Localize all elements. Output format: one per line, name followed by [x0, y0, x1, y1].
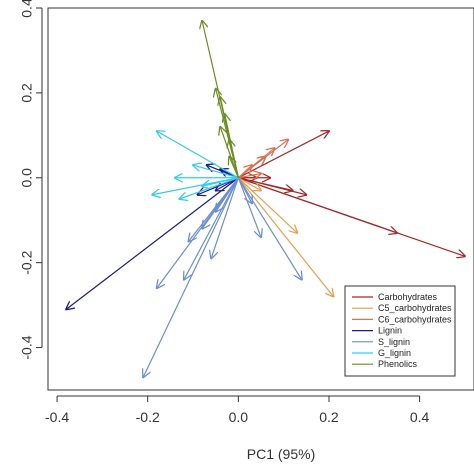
arrow-g-lignin	[193, 165, 239, 179]
arrow-phenolics	[229, 157, 239, 179]
y-tick-label: 0.4	[19, 0, 35, 18]
arrow-lignin	[66, 177, 239, 310]
y-tick-label: -0.2	[19, 250, 35, 274]
arrow-c6-carbohydrates	[237, 165, 252, 179]
arrow-s-lignin	[216, 177, 239, 212]
arrow-c5-carbohydrates	[238, 177, 261, 191]
y-axis: -0.4 -0.2 0.0 0.2 0.4	[19, 0, 43, 360]
x-axis: -0.4 -0.2 0.0 0.2 0.4	[45, 395, 430, 425]
arrow-s-lignin	[237, 177, 252, 203]
series-c5-carbohydrates	[237, 177, 333, 297]
arrow-c5-carbohydrates	[237, 177, 333, 297]
legend-label-phenolics: Phenolics	[378, 359, 418, 369]
y-tick-label: 0.2	[19, 83, 35, 103]
arrow-s-lignin	[143, 177, 239, 377]
arrow-layer	[66, 21, 465, 378]
arrow-carbohydrates	[238, 177, 397, 233]
legend-label-c6-carbohydrates: C6_carbohydrates	[378, 314, 452, 324]
series-c6-carbohydrates	[237, 140, 288, 179]
legend-label-g-lignin: G_lignin	[378, 348, 411, 358]
arrow-lignin	[216, 177, 239, 191]
legend-label-s-lignin: S_lignin	[378, 337, 410, 347]
arrow-carbohydrates	[238, 177, 292, 191]
legend-label-carbohydrates: Carbohydrates	[378, 292, 438, 302]
series-s-lignin	[143, 177, 302, 377]
x-tick-label: 0.4	[410, 409, 430, 425]
arrow-s-lignin	[188, 177, 239, 242]
legend-label-c5-carbohydrates: C5_carbohydrates	[378, 303, 452, 313]
series-g-lignin	[152, 131, 239, 199]
x-tick-label: 0.2	[319, 409, 339, 425]
arrow-carbohydrates	[238, 131, 329, 179]
series-phenolics	[202, 21, 239, 179]
arrow-s-lignin	[184, 177, 239, 280]
arrow-s-lignin	[211, 177, 239, 259]
arrow-g-lignin	[202, 177, 239, 186]
x-tick-label: -0.4	[45, 409, 69, 425]
arrow-s-lignin	[237, 177, 261, 237]
legend: CarbohydratesC5_carbohydratesC6_carbohyd…	[344, 285, 456, 377]
x-axis-title: PC1 (95%)	[247, 446, 315, 462]
arrow-c5-carbohydrates	[237, 177, 297, 233]
arrow-g-lignin	[157, 131, 239, 179]
arrow-c6-carbohydrates	[238, 174, 261, 178]
x-tick-label: 0.0	[229, 409, 249, 425]
x-tick-label: -0.2	[136, 409, 160, 425]
y-tick-label: -0.4	[19, 335, 35, 359]
y-tick-label: 0.0	[19, 168, 35, 188]
plot-frame	[47, 7, 474, 391]
legend-label-lignin: Lignin	[378, 326, 402, 336]
